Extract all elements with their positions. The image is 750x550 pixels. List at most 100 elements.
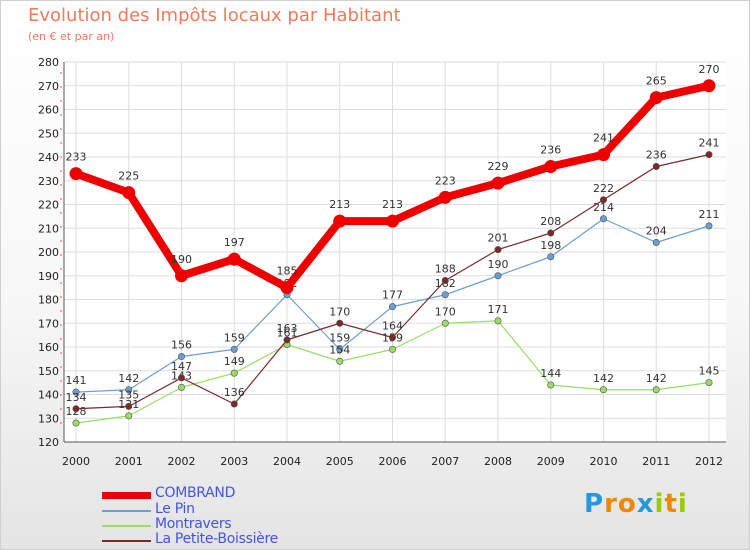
y-tick-label: 170: [38, 317, 59, 330]
legend-swatch-la-petite-boissiere: [102, 540, 151, 542]
data-label: 154: [329, 343, 350, 356]
data-point: [333, 214, 347, 228]
x-tick-label: 2006: [379, 455, 407, 468]
x-tick-label: 2005: [326, 455, 354, 468]
data-point: [441, 319, 449, 327]
legend-label: COMBRAND: [155, 485, 236, 501]
data-label: 136: [224, 386, 245, 399]
data-point: [491, 176, 505, 190]
data-point: [122, 186, 136, 200]
y-tick-label: 120: [38, 436, 59, 449]
x-tick-label: 2008: [484, 455, 512, 468]
data-point: [599, 215, 607, 223]
y-tick-label: 280: [38, 56, 59, 69]
legend-swatch-combrand: [102, 492, 151, 499]
data-label: 170: [435, 305, 456, 318]
data-point: [597, 148, 610, 162]
data-label: 236: [646, 149, 667, 162]
data-label: 159: [224, 331, 245, 344]
data-label: 170: [329, 305, 350, 318]
x-tick-label: 2011: [642, 455, 670, 468]
data-point: [72, 388, 80, 396]
y-tick-label: 160: [38, 341, 59, 354]
x-tick-label: 2010: [590, 455, 618, 468]
data-label: 145: [699, 365, 720, 378]
data-point: [652, 386, 660, 394]
data-point: [599, 386, 607, 394]
data-point: [230, 345, 238, 353]
data-label: 241: [593, 132, 614, 145]
data-label: 213: [382, 198, 403, 211]
data-label: 171: [488, 303, 509, 316]
y-tick-label: 200: [38, 246, 59, 259]
chart-subtitle: (en € et par an): [28, 30, 115, 43]
x-tick-label: 2000: [62, 455, 90, 468]
logo-letter: i: [677, 489, 688, 519]
data-label: 214: [593, 201, 614, 214]
legend-swatch-le-pin: [102, 510, 151, 512]
data-label: 229: [488, 160, 509, 173]
legend-label: La Petite-Boissière: [155, 531, 278, 547]
data-point: [72, 405, 80, 413]
proxiti-logo: Proxiti: [584, 489, 688, 519]
data-label: 161: [277, 327, 298, 340]
data-label: 225: [118, 170, 139, 183]
data-point: [283, 336, 291, 344]
data-label: 142: [646, 372, 667, 385]
data-label: 185: [277, 265, 298, 278]
data-point: [494, 246, 502, 254]
data-label: 142: [118, 372, 139, 385]
y-tick-label: 260: [38, 104, 59, 117]
data-point: [178, 383, 186, 391]
data-label: 159: [329, 331, 350, 344]
logo-letter: o: [617, 489, 637, 519]
y-tick-label: 210: [38, 222, 59, 235]
data-point: [230, 369, 238, 377]
data-label: 163: [277, 322, 298, 335]
data-point: [494, 272, 502, 280]
data-label: 270: [699, 63, 720, 76]
x-tick-label: 2001: [115, 455, 143, 468]
data-label: 265: [646, 75, 667, 88]
y-tick-label: 180: [38, 294, 59, 307]
data-point: [388, 345, 396, 353]
data-label: 141: [66, 374, 87, 387]
data-label: 222: [593, 182, 614, 195]
data-label: 147: [171, 360, 192, 373]
data-label: 144: [540, 367, 561, 380]
data-point: [386, 214, 399, 228]
data-point: [72, 419, 80, 427]
y-tick-label: 240: [38, 151, 59, 164]
data-point: [175, 269, 188, 283]
data-point: [705, 379, 713, 387]
data-label: 208: [540, 215, 561, 228]
data-point: [438, 190, 452, 204]
data-label: 201: [488, 232, 509, 245]
data-point: [336, 345, 344, 353]
data-point: [178, 374, 186, 382]
data-point: [547, 381, 555, 389]
data-label: 213: [329, 198, 350, 211]
logo-letter: P: [584, 489, 605, 519]
data-point: [702, 79, 716, 93]
data-point: [705, 222, 713, 230]
chart-title: Evolution des Impôts locaux par Habitant: [28, 5, 401, 26]
y-tick-label: 270: [38, 80, 59, 93]
data-label: 149: [224, 355, 245, 368]
data-point: [125, 402, 133, 410]
data-label: 188: [435, 263, 456, 276]
logo-letter: t: [664, 489, 678, 519]
data-point: [336, 319, 344, 327]
data-point: [125, 412, 133, 420]
data-point: [388, 303, 396, 311]
x-tick-label: 2003: [220, 455, 248, 468]
x-tick-label: 2004: [273, 455, 301, 468]
data-point: [388, 333, 396, 341]
data-label: 190: [171, 253, 192, 266]
data-point: [441, 276, 449, 284]
data-label: 233: [66, 151, 87, 164]
data-label: 134: [66, 391, 87, 404]
data-point: [547, 229, 555, 237]
data-point: [227, 252, 241, 266]
